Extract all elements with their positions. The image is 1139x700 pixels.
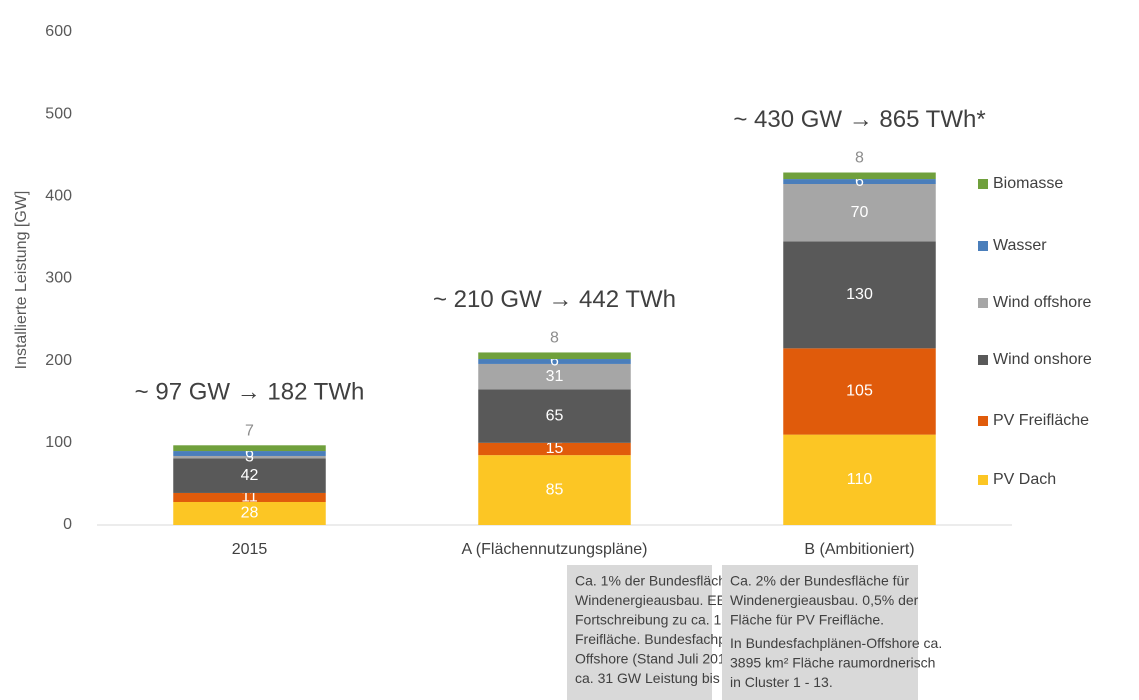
- value-label: 85: [546, 481, 564, 498]
- legend-label: Wind onshore: [993, 351, 1092, 368]
- bar-segment: [478, 352, 631, 360]
- x-tick-label: B (Ambitioniert): [804, 541, 914, 558]
- y-tick-label: 300: [45, 270, 72, 287]
- value-label: 65: [546, 407, 564, 424]
- y-tick-label: 500: [45, 105, 72, 122]
- note-text: Freifläche. Bundesfachpläne-: [575, 631, 757, 647]
- note-text: Ca. 1% der Bundesfläche für: [575, 573, 754, 589]
- y-tick-label: 400: [45, 188, 72, 205]
- value-label: 7: [245, 423, 254, 440]
- value-label: 28: [241, 505, 259, 522]
- legend-swatch: [978, 355, 988, 365]
- value-label: 3: [245, 448, 254, 465]
- annotation: ~ 430 GW → 865 TWh*: [733, 106, 985, 133]
- note-text: In Bundesfachplänen-Offshore ca.: [730, 635, 942, 651]
- value-label: 130: [846, 286, 873, 303]
- legend-label: PV Dach: [993, 471, 1056, 488]
- value-label: 110: [847, 471, 873, 488]
- note-text: 3895 km² Fläche raumordnerisch: [730, 655, 935, 671]
- bar-segment: [783, 172, 936, 180]
- bar-segment: [173, 458, 326, 493]
- legend-swatch: [978, 475, 988, 485]
- y-tick-label: 600: [45, 23, 72, 40]
- bar-segment: [783, 179, 936, 185]
- bar-segment: [478, 389, 631, 443]
- bar-segment: [173, 501, 326, 525]
- bar-segment: [478, 442, 631, 456]
- bar-segment: [478, 455, 631, 525]
- note-text: Ca. 2% der Bundesfläche für: [730, 573, 909, 589]
- value-label: 6: [550, 353, 559, 370]
- bar-segment: [173, 455, 326, 459]
- value-label: 8: [550, 330, 559, 347]
- legend-swatch: [978, 241, 988, 251]
- note-text: Windenergieausbau. 0,5% der: [730, 592, 919, 608]
- value-label: 6: [245, 445, 254, 462]
- legend-swatch: [978, 179, 988, 189]
- x-tick-label: 2015: [232, 541, 268, 558]
- legend-swatch: [978, 298, 988, 308]
- legend-label: Wind offshore: [993, 294, 1092, 311]
- bar-segment: [783, 241, 936, 349]
- value-label: 8: [855, 150, 864, 167]
- value-label: 31: [546, 368, 564, 385]
- legend-label: PV Freifläche: [993, 412, 1089, 429]
- y-tick-label: 0: [63, 516, 72, 533]
- note-text: in Cluster 1 - 13.: [730, 674, 833, 690]
- bar-segment: [783, 348, 936, 435]
- value-label: 105: [846, 383, 873, 400]
- note-text: Fläche für PV Freifläche.: [730, 612, 884, 628]
- value-label: 15: [546, 440, 564, 457]
- bar-segment: [173, 445, 326, 452]
- bar-segment: [478, 363, 631, 390]
- value-label: 70: [851, 204, 869, 221]
- bar-segment: [783, 184, 936, 242]
- bar-segment: [783, 434, 936, 525]
- annotation: ~ 97 GW → 182 TWh: [135, 379, 365, 406]
- bar-segment: [173, 492, 326, 502]
- bar-segment: [173, 451, 326, 456]
- value-label: 42: [241, 467, 259, 484]
- legend-swatch: [978, 416, 988, 426]
- y-tick-label: 100: [45, 434, 72, 451]
- annotation: ~ 210 GW → 442 TWh: [433, 286, 676, 313]
- note-box: [722, 565, 918, 700]
- x-tick-label: A (Flächennutzungspläne): [462, 541, 648, 558]
- legend-label: Biomasse: [993, 175, 1063, 192]
- legend-label: Wasser: [993, 237, 1047, 254]
- y-axis-label: Installierte Leistung [GW]: [13, 191, 30, 370]
- y-tick-label: 200: [45, 352, 72, 369]
- bar-segment: [478, 359, 631, 364]
- value-label: 6: [855, 173, 864, 190]
- note-box: [567, 565, 712, 700]
